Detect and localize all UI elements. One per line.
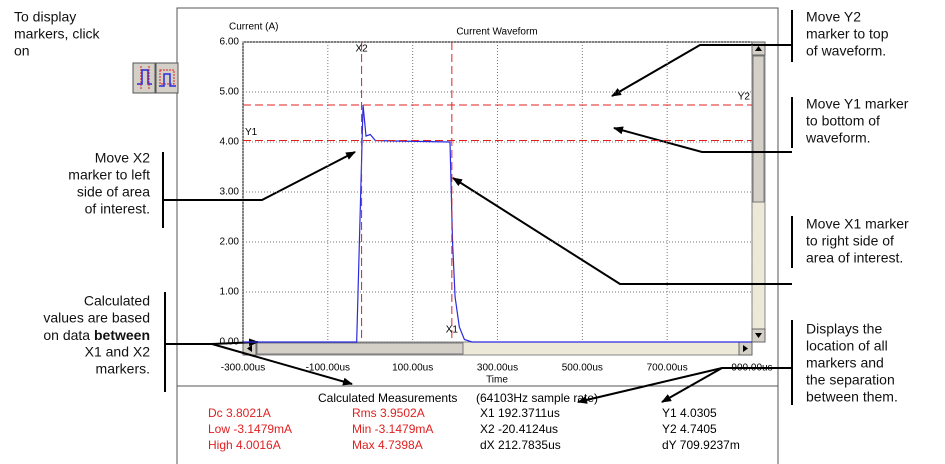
measurement-value: Y2 4.7405 — [662, 422, 717, 436]
annotation-text: of interest. — [85, 201, 150, 217]
annotation-text: Move X2 — [95, 150, 150, 166]
y-marker-label: Y2 — [738, 92, 751, 103]
measurement-value: Dc 3.8021A — [208, 406, 271, 420]
instruction-text: markers, click — [14, 26, 101, 42]
annotation-text: values are based — [43, 310, 150, 326]
y-tick-label: 0.00 — [220, 337, 240, 348]
annotation-text: marker to left — [68, 167, 150, 183]
measurement-value: Min -3.1479mA — [352, 422, 433, 436]
annotation-text: Displays the — [806, 321, 882, 337]
measurement-value: Max 4.7398A — [352, 438, 423, 452]
x-tick-label: 900.00us — [731, 363, 772, 374]
annotation-bold: between — [94, 327, 150, 343]
annotation-text: on data — [43, 327, 94, 343]
annotation-text: waveform. — [805, 130, 871, 146]
waveform — [243, 104, 752, 343]
x-tick-label: 500.00us — [562, 363, 603, 374]
y-tick-label: 2.00 — [220, 237, 240, 248]
annotation-arrows — [162, 10, 793, 405]
y-tick-label: 3.00 — [220, 187, 240, 198]
measurement-value: Rms 3.9502A — [352, 406, 425, 420]
y-tick-label: 1.00 — [220, 287, 240, 298]
annotation-text: X1 and X2 — [85, 344, 151, 360]
annotation-text: area of interest. — [806, 250, 903, 266]
measurements-title: Calculated Measurements — [318, 391, 457, 405]
annotation-text: Move X1 marker — [806, 216, 909, 232]
horizontal-scrollbar[interactable] — [242, 341, 753, 356]
annotation-text: Calculated — [84, 293, 150, 309]
x-tick-label: -100.00us — [306, 363, 350, 374]
annotation-text: the separation — [806, 372, 895, 388]
sample-rate: (64103Hz sample rate) — [476, 391, 598, 405]
measurement-value: X2 -20.4124us — [480, 422, 558, 436]
instruction-text: on — [14, 43, 30, 59]
annotation-text: location of all — [806, 338, 888, 354]
y-tick-label: 6.00 — [220, 37, 240, 48]
annotation-text: on data between — [43, 327, 150, 343]
annotation-text: side of area — [77, 184, 150, 200]
annotation-text: markers and — [806, 355, 884, 371]
y-axis-label: Current (A) — [229, 22, 278, 33]
chart-title: Current Waveform — [456, 27, 537, 38]
annotation-text: markers. — [96, 361, 150, 377]
measurement-value: X1 192.3711us — [480, 406, 560, 420]
instruction-text: To display — [14, 9, 76, 25]
x-axis-label: Time — [486, 375, 508, 386]
x-tick-label: 300.00us — [477, 363, 518, 374]
x-tick-label: 100.00us — [392, 363, 433, 374]
annotation-text: to right side of — [806, 233, 894, 249]
annotation-text: to bottom of — [806, 113, 880, 129]
marker-buttons[interactable] — [132, 62, 179, 94]
vertical-scrollbar[interactable] — [751, 41, 766, 343]
annotation-text: Move Y2 — [806, 9, 861, 25]
y-tick-label: 5.00 — [220, 87, 240, 98]
x-tick-label: 700.00us — [647, 363, 688, 374]
x-marker-label: X2 — [355, 44, 368, 55]
measurement-value: Y1 4.0305 — [662, 406, 717, 420]
measurement-value: dX 212.7835us — [480, 438, 561, 452]
annotation-text: of waveform. — [806, 43, 886, 59]
x-tick-label: -300.00us — [221, 363, 265, 374]
y-marker-label: Y1 — [245, 127, 258, 138]
y-tick-label: 4.00 — [220, 137, 240, 148]
annotation-text: marker to top — [806, 26, 889, 42]
measurement-value: High 4.0016A — [208, 438, 281, 452]
annotation-text: between them. — [806, 389, 898, 405]
measurement-value: dY 709.9237m — [662, 438, 740, 452]
measurement-value: Low -3.1479mA — [208, 422, 292, 436]
annotation-text: Move Y1 marker — [806, 96, 909, 112]
x-marker-label: X1 — [446, 325, 459, 336]
